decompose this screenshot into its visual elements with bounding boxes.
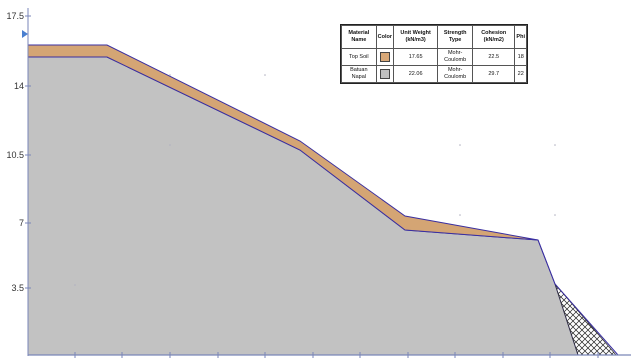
material-name: Top Soil bbox=[341, 48, 377, 66]
header-cohesion: Cohesion (kN/m2) bbox=[472, 25, 516, 49]
y-tick-label: 7 bbox=[18, 218, 24, 228]
material-legend-table: Material Name Color Unit Weight (kN/m3) … bbox=[341, 25, 527, 83]
legend-row-top-soil: Top Soil 17.65 Mohr-Coulomb 22.5 18 bbox=[341, 48, 527, 66]
x-axis-ticks bbox=[74, 352, 599, 358]
color-cell bbox=[375, 48, 395, 66]
axis-marker-icon bbox=[22, 30, 28, 38]
y-tick-label: 14 bbox=[13, 81, 24, 91]
batuan-napal-region bbox=[27, 56, 579, 356]
strength-type: Mohr-Coulomb bbox=[437, 48, 474, 66]
phi: 18 bbox=[514, 48, 527, 66]
cohesion: 29.7 bbox=[472, 65, 516, 83]
top-soil-layer bbox=[27, 44, 539, 241]
y-axis-ticks bbox=[25, 15, 31, 289]
slope-face-line bbox=[537, 239, 619, 356]
unit-weight: 22.06 bbox=[393, 65, 439, 83]
phi: 22 bbox=[514, 65, 527, 83]
header-phi: Phi bbox=[514, 25, 527, 49]
color-cell bbox=[375, 65, 395, 83]
y-tick-label: 3.5 bbox=[11, 283, 24, 293]
unit-weight: 17.65 bbox=[393, 48, 439, 66]
y-tick-label: 17.5 bbox=[6, 11, 24, 21]
strength-type: Mohr-Coulomb bbox=[437, 65, 474, 83]
header-strength-type: Strength Type bbox=[437, 25, 474, 49]
header-color: Color bbox=[375, 25, 395, 49]
legend-header-row: Material Name Color Unit Weight (kN/m3) … bbox=[341, 25, 527, 49]
color-swatch bbox=[379, 69, 390, 79]
y-tick-label: 10.5 bbox=[6, 150, 24, 160]
grid-dots bbox=[74, 74, 556, 286]
material-name: Batuan Napal bbox=[341, 65, 377, 83]
color-swatch bbox=[379, 52, 390, 62]
legend-row-batuan-napal: Batuan Napal 22.06 Mohr-Coulomb 29.7 22 bbox=[341, 65, 527, 83]
cohesion: 22.5 bbox=[472, 48, 516, 66]
header-unit-weight: Unit Weight (kN/m3) bbox=[393, 25, 439, 49]
header-material-name: Material Name bbox=[341, 25, 377, 49]
material-legend: Material Name Color Unit Weight (kN/m3) … bbox=[340, 24, 528, 84]
